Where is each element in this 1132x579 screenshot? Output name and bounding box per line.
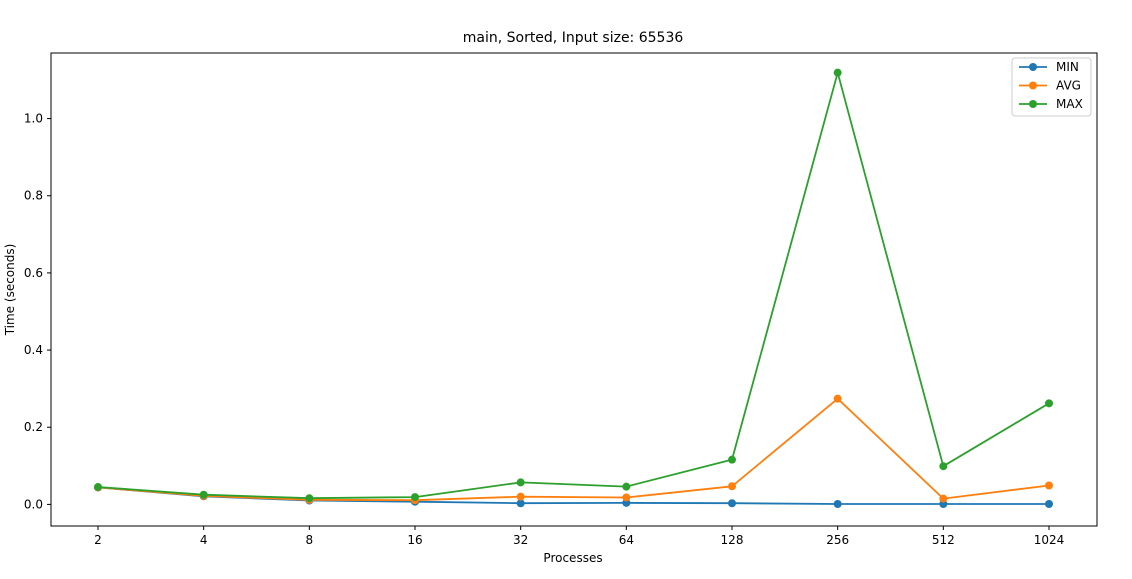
data-point-avg: [833, 394, 842, 403]
y-tick-label: 0.6: [24, 266, 43, 280]
data-point-max: [94, 483, 102, 492]
x-tick-label: 16: [407, 533, 422, 547]
legend-marker-avg: [1029, 81, 1037, 90]
data-point-max: [622, 482, 631, 491]
data-point-avg: [622, 493, 631, 502]
x-tick-label: 256: [826, 533, 849, 547]
data-point-max: [833, 68, 842, 77]
x-tick-label: 8: [306, 533, 314, 547]
data-point-avg: [728, 482, 736, 491]
x-axis-label: Processes: [543, 551, 602, 565]
x-tick-label: 512: [932, 533, 955, 547]
data-point-min: [1045, 500, 1053, 509]
y-tick-label: 0.0: [24, 497, 43, 511]
plot-area: [94, 68, 1053, 509]
y-tick-label: 1.0: [24, 112, 43, 126]
x-tick-label: 32: [513, 533, 528, 547]
data-point-max: [728, 455, 736, 464]
y-axis-label: Time (seconds): [3, 244, 17, 337]
x-tick-label: 1024: [1034, 533, 1065, 547]
data-point-avg: [939, 494, 948, 503]
data-point-max: [1045, 399, 1053, 408]
data-point-min: [728, 499, 736, 508]
legend-label-max: MAX: [1056, 97, 1083, 111]
series-max: [94, 68, 1053, 503]
data-point-min: [516, 499, 525, 508]
data-point-avg: [516, 492, 525, 501]
y-tick-label: 0.8: [24, 189, 43, 203]
x-tick-label: 2: [94, 533, 102, 547]
series-line-max: [97, 71, 1050, 500]
data-point-min: [833, 500, 842, 509]
axes: 2 4 8 16 32 64 128 256 512 1024 0.0 0.2 0.4 0.6 0.8 1.0: [24, 112, 1064, 547]
data-point-max: [939, 462, 948, 471]
series-line-avg: [97, 397, 1050, 502]
legend: MIN AVG MAX: [1011, 57, 1092, 117]
legend-label-avg: AVG: [1056, 79, 1081, 93]
data-point-max: [199, 490, 208, 499]
data-point-max: [411, 493, 419, 502]
x-tick-label: 64: [619, 533, 634, 547]
x-tick-label: 4: [200, 533, 208, 547]
data-point-max: [516, 478, 525, 487]
chart-title: main, Sorted, Input size: 65536: [463, 30, 684, 46]
x-tick-label: 128: [721, 533, 744, 547]
legend-marker-min: [1029, 63, 1037, 71]
legend-marker-max: [1029, 100, 1037, 108]
data-point-avg: [1045, 481, 1053, 490]
data-point-max: [305, 494, 314, 503]
legend-label-min: MIN: [1056, 60, 1079, 74]
plot-frame: [50, 52, 1098, 527]
y-tick-label: 0.4: [24, 343, 43, 357]
y-tick-label: 0.2: [24, 420, 43, 434]
